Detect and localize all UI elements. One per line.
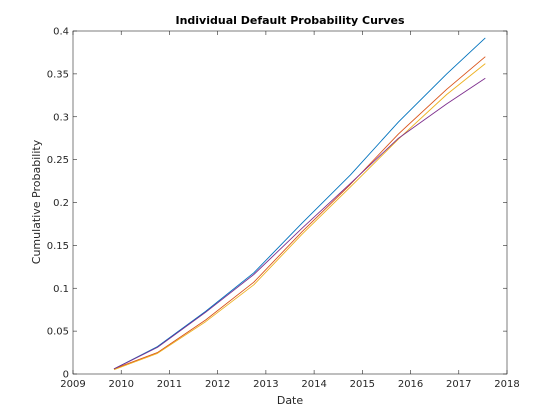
plot-area (73, 31, 507, 374)
y-tick-label: 0.05 (47, 327, 69, 338)
y-tick-label: 0.3 (53, 112, 69, 123)
y-axis-label: Cumulative Probability (30, 139, 43, 264)
x-axis-ticks: 2009 2010 2011 2012 2013 2014 2015 2016 2017 2018 (60, 31, 520, 390)
x-axis-label: Date (277, 394, 304, 407)
x-tick-label: 2011 (157, 379, 182, 390)
y-tick-label: 0.2 (53, 198, 69, 209)
y-tick-label: 0.4 (53, 27, 69, 38)
series-line-4 (113, 77, 486, 370)
x-tick-label: 2016 (398, 379, 423, 390)
chart-title: Individual Default Probability Curves (175, 14, 404, 27)
x-tick-label: 2012 (205, 379, 230, 390)
y-tick-label: 0.1 (53, 284, 69, 295)
x-tick-label: 2018 (494, 379, 519, 390)
y-tick-label: 0 (63, 370, 69, 381)
x-tick-label: 2013 (253, 379, 278, 390)
series-line-1 (113, 37, 486, 370)
y-tick-label: 0.25 (47, 155, 69, 166)
y-axis-ticks: 0 0.05 0.1 0.15 0.2 0.25 0.3 0.35 0.4 (47, 27, 507, 381)
x-tick-label: 2009 (60, 379, 85, 390)
y-tick-label: 0.35 (47, 69, 69, 80)
series-line-2 (113, 56, 486, 370)
x-tick-label: 2010 (108, 379, 133, 390)
x-tick-label: 2015 (350, 379, 375, 390)
x-tick-label: 2017 (446, 379, 471, 390)
y-tick-label: 0.15 (47, 241, 69, 252)
series-layer (113, 37, 486, 371)
series-line-3 (113, 63, 486, 371)
x-tick-label: 2014 (301, 379, 326, 390)
